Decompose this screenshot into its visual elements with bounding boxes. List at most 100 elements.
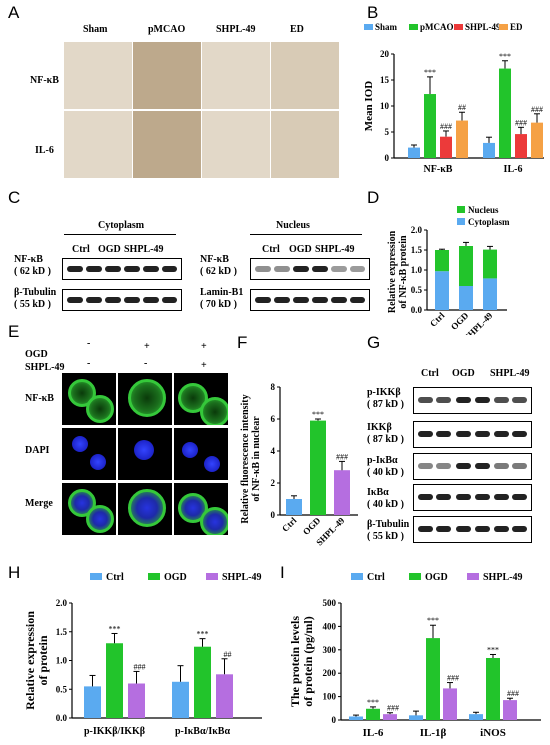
cyto-label-nfkb: NF-κB [14, 254, 43, 265]
ogd-sign-2: + [144, 341, 150, 352]
chart-h-bar [216, 674, 233, 718]
g-label-ikkb-kd: ( 87 kD ) [367, 434, 404, 445]
chart-h-legend-label: Ctrl [106, 572, 124, 583]
chart-h-tick-label: 0.0 [56, 713, 68, 723]
if-merge-ctrl [62, 483, 116, 535]
chart-d-bar-nucleus [483, 249, 497, 279]
blot-cyto-nfkb [62, 258, 182, 280]
panel-letter-h: H [8, 563, 21, 582]
ihc-nfkb-shpl49 [202, 42, 270, 109]
chart-i-bar [383, 714, 397, 720]
blot-g-pikba [413, 453, 532, 480]
chart-i-significance: ### [507, 689, 519, 698]
chart-b-legend-label: pMCAO [420, 22, 454, 32]
chart-h-legend-swatch [148, 573, 160, 580]
blot-g-ikkb [413, 421, 532, 448]
if-merge-ogd [118, 483, 172, 535]
if-nfkb-ctrl [62, 373, 116, 425]
chart-b-tick-label: 15 [380, 75, 390, 85]
g-lane-ctrl: Ctrl [421, 368, 439, 379]
ogd-row-label: OGD [25, 349, 48, 360]
blot-nuc-laminb1 [250, 289, 370, 311]
chart-b-legend-swatch [499, 24, 508, 30]
chart-f-tick-label: 2 [271, 478, 276, 488]
chart-i-significance: ### [447, 674, 459, 683]
chart-i-category-label: iNOS [480, 727, 506, 739]
nuc-lane-shpl49: SHPL-49 [315, 244, 355, 255]
chart-d-bar-nucleus [459, 246, 473, 286]
chart-i-tick-label: 0 [332, 715, 337, 725]
chart-i-tick-label: 100 [323, 692, 337, 702]
chart-i-tick-label: 500 [323, 598, 337, 608]
chart-d-legend-swatch [457, 206, 465, 213]
chart-b-significance: ### [531, 105, 543, 114]
shpl-sign-1: - [87, 358, 91, 369]
if-dapi-ctrl [62, 428, 116, 480]
chart-f-significance: *** [312, 410, 324, 419]
chart-f-bar [334, 470, 350, 515]
chart-i-legend-swatch [467, 573, 479, 580]
chart-d-bar-cytoplasm [459, 286, 473, 310]
row-label-il6: IL-6 [35, 145, 54, 156]
chart-h-tick-label: 1.0 [56, 656, 68, 666]
chart-d-category-label: OGD [449, 310, 471, 332]
chart-h-tick-label: 1.5 [56, 627, 68, 637]
chart-d-legend-label: Nucleus [468, 205, 499, 215]
chart-i-bar [469, 714, 483, 720]
chart-i-bar [366, 708, 380, 720]
chart-f-y-label: Relative fluorescence intensityof NF-κB … [240, 394, 262, 523]
chart-h-legend-label: SHPL-49 [222, 572, 261, 583]
shpl-row-label: SHPL-49 [25, 362, 65, 373]
col-label-sham: Sham [83, 24, 108, 35]
chart-b-legend-label: SHPL-49 [465, 22, 501, 32]
ihc-il6-shpl49 [202, 111, 270, 178]
if-dapi-shpl [174, 428, 228, 480]
chart-d-bar-cytoplasm [435, 271, 449, 310]
col-label-ed: ED [290, 24, 304, 35]
chart-b-tick-label: 10 [380, 101, 390, 111]
g-label-tubulin-kd: ( 55 kD ) [367, 531, 404, 542]
cyto-label-tubulin-kd: ( 55 kD ) [14, 299, 51, 310]
chart-d-tick-label: 0.5 [411, 285, 423, 295]
chart-f-category-label: Ctrl [280, 515, 299, 534]
shpl-sign-3: + [201, 360, 207, 371]
blot-nuc-nfkb [250, 258, 370, 280]
cyto-label-tubulin: β-Tubulin [14, 287, 57, 298]
chart-h-tick-label: 2.0 [56, 598, 68, 608]
chart-h-significance: *** [197, 630, 209, 639]
g-label-ikba: IκBα [367, 487, 389, 498]
g-label-pikkb: p-IKKβ [367, 387, 401, 398]
chart-b-y-label: Mean IOD [363, 81, 375, 131]
chart-f-bar [310, 420, 326, 515]
chart-f-significance: ### [336, 452, 348, 461]
chart-i-bar [443, 688, 457, 720]
blot-g-tubulin [413, 516, 532, 543]
g-label-tubulin: β-Tubulin [367, 519, 410, 530]
nucleus-divider [250, 234, 362, 235]
chart-h-legend-swatch [206, 573, 218, 580]
row-label-nfkb: NF-κB [30, 75, 59, 86]
chart-h-bar [84, 686, 101, 718]
chart-f-fluorescence: 0 2 4 6 8 Relative fluorescence intensityof N… [240, 382, 358, 548]
chart-i-bar [486, 657, 500, 720]
chart-i-tick-label: 200 [323, 668, 337, 678]
chart-d-category-label: SHPL-49 [462, 310, 495, 335]
nuc-lane-ctrl: Ctrl [262, 244, 280, 255]
panel-letter-d: D [367, 188, 380, 207]
chart-f-bar [286, 499, 302, 515]
panel-letter-i: I [280, 563, 285, 582]
chart-h-bar [172, 681, 189, 718]
chart-b-bar [499, 68, 511, 158]
chart-b-tick-label: 0 [385, 153, 390, 163]
blot-cyto-tubulin [62, 289, 182, 311]
g-lane-ogd: OGD [452, 368, 475, 379]
chart-b-bar [456, 120, 468, 158]
chart-f-tick-label: 6 [271, 414, 276, 424]
if-merge-shpl [174, 483, 228, 535]
chart-h-relative-expression: Ctrl OGD SHPL-49 0.0 0.5 1.0 1.5 2.0 Relative ex… [23, 572, 262, 737]
panel-letter-b: B [367, 3, 379, 22]
g-label-pikba-kd: ( 40 kD ) [367, 467, 404, 478]
chart-i-significance: *** [367, 698, 379, 707]
